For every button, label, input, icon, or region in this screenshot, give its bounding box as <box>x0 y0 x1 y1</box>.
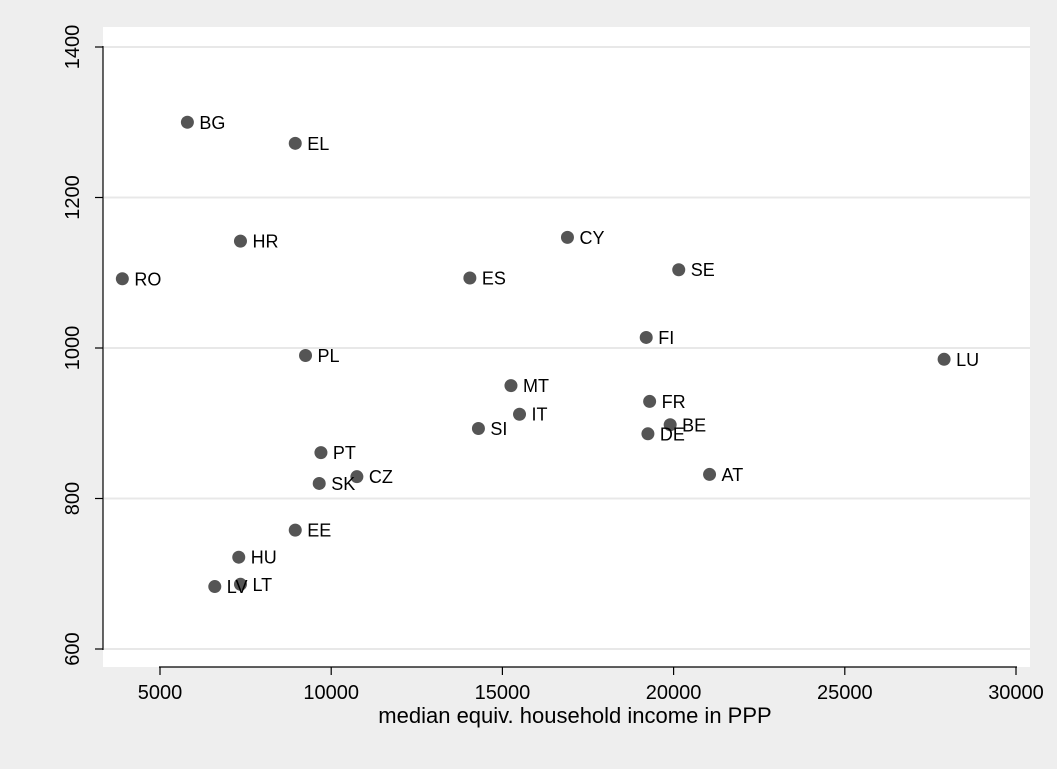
x-tick-label: 10000 <box>303 682 359 704</box>
x-tick-label: 15000 <box>475 682 531 704</box>
data-point-label: FI <box>658 328 674 348</box>
data-point-label: BE <box>682 415 706 435</box>
data-point <box>232 550 246 564</box>
data-point-label: AT <box>722 465 744 485</box>
data-point <box>641 427 655 441</box>
data-point-label: PL <box>318 346 340 366</box>
x-tick-label: 5000 <box>138 682 183 704</box>
data-point <box>314 446 328 460</box>
data-point <box>471 422 485 436</box>
data-point <box>639 330 653 344</box>
data-point-label: FR <box>662 392 686 412</box>
data-point-label: LT <box>252 575 272 595</box>
data-point <box>663 418 677 432</box>
tick-labels: 600 800 1000 1200 1400 5000 10000 15000 20000 250… <box>62 25 1044 704</box>
data-point-label: HU <box>251 548 277 568</box>
data-point <box>115 272 129 286</box>
data-point-label: PT <box>333 443 356 463</box>
data-point <box>288 136 302 150</box>
y-tick-label: 600 <box>62 632 84 665</box>
data-point-label: ES <box>482 269 506 289</box>
data-point-label: HR <box>252 232 278 252</box>
x-tick-label: 25000 <box>817 682 873 704</box>
data-point-label: SE <box>691 260 715 280</box>
axes <box>95 46 1017 675</box>
x-tick-label: 20000 <box>646 682 702 704</box>
y-tick-label: 1200 <box>62 175 84 220</box>
data-point <box>288 523 302 537</box>
data-point <box>513 407 527 421</box>
data-point <box>703 467 717 481</box>
grid-lines <box>104 46 1030 650</box>
data-point-label: BG <box>199 113 225 133</box>
y-tick-label: 800 <box>62 482 84 515</box>
data-point <box>180 115 194 129</box>
data-point <box>350 470 364 484</box>
x-axis-title: median equiv. household income in PPP <box>378 703 771 728</box>
data-point-label: CY <box>579 228 604 248</box>
y-tick-label: 1000 <box>62 326 84 371</box>
data-point-label: SI <box>490 419 507 439</box>
data-point <box>463 271 477 285</box>
data-point-label: LV <box>227 577 248 597</box>
data-point <box>233 234 247 248</box>
data-point-label: SK <box>331 474 355 494</box>
data-point <box>504 379 518 393</box>
data-point-label: LU <box>956 350 979 370</box>
data-point-label: MT <box>523 376 549 396</box>
data-point <box>937 352 951 366</box>
data-point <box>299 349 313 363</box>
data-point-label: CZ <box>369 467 393 487</box>
data-point <box>672 263 686 277</box>
data-point-label: DE <box>660 424 685 444</box>
data-point-label: IT <box>532 405 548 425</box>
x-tick-label: 30000 <box>988 682 1044 704</box>
data-point <box>643 394 657 408</box>
data-point-label: RO <box>134 269 161 289</box>
data-point <box>233 577 247 591</box>
data-point <box>208 580 222 594</box>
data-point <box>560 230 574 244</box>
data-point-label: EL <box>307 134 329 154</box>
y-tick-label: 1400 <box>62 25 84 70</box>
data-point-label: EE <box>307 521 331 541</box>
data-point <box>312 476 326 490</box>
